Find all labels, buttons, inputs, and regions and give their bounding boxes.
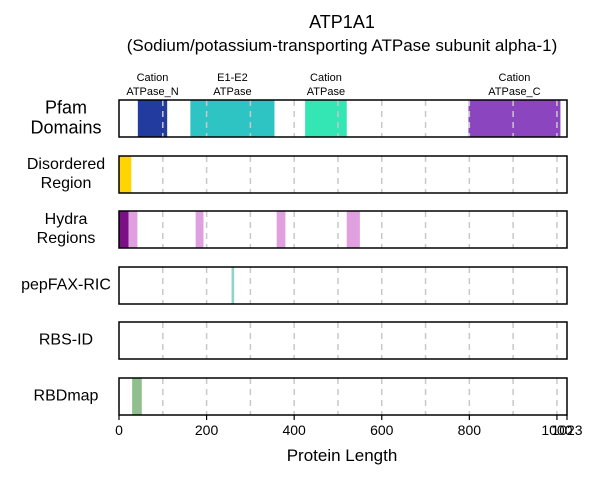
track-label: Regions	[37, 230, 96, 247]
track-frame	[118, 266, 568, 305]
domain-label: Cation	[499, 72, 531, 84]
segment-0-1	[190, 100, 275, 137]
track-3: pepFAX-RIC	[21, 266, 568, 305]
track-label: Domains	[30, 117, 101, 137]
x-tick-label: 0	[115, 422, 123, 438]
segment-2-3	[276, 211, 286, 248]
domain-label: Cation	[310, 72, 342, 84]
track-label: RBS-ID	[39, 332, 93, 349]
segment-0-3	[468, 100, 561, 137]
segment-2-1	[128, 211, 138, 248]
segment-0-2	[305, 100, 347, 137]
x-tick-label: 1000	[541, 422, 572, 438]
track-label: RBDmap	[34, 388, 99, 405]
track-5: RBDmap	[34, 377, 568, 416]
domain-label: ATPase_N	[126, 86, 178, 98]
segment-2-4	[346, 211, 360, 248]
track-frame	[118, 99, 568, 138]
x-tick-label: 200	[195, 422, 219, 438]
segment-0-0	[137, 100, 168, 137]
track-label: Region	[41, 175, 92, 192]
x-axis-label: Protein Length	[287, 446, 398, 465]
x-tick-label: 600	[370, 422, 394, 438]
domain-label: E1-E2	[217, 72, 248, 84]
segment-2-0	[119, 211, 129, 248]
track-4: RBS-ID	[39, 321, 568, 360]
track-frame	[118, 210, 568, 249]
track-frame	[118, 321, 568, 360]
track-frame	[118, 377, 568, 416]
track-frame	[118, 155, 568, 194]
segment-1-0	[119, 156, 132, 193]
domain-label: Cation	[137, 72, 169, 84]
segment-5-0	[132, 378, 142, 415]
x-tick-label: 800	[458, 422, 482, 438]
chart-title: ATP1A1	[309, 12, 375, 32]
segment-2-2	[195, 211, 204, 248]
segment-3-0	[231, 267, 235, 304]
track-label: Pfam	[45, 97, 87, 117]
chart-subtitle: (Sodium/potassium-transporting ATPase su…	[127, 36, 558, 55]
track-1: Disordered Region	[27, 155, 568, 194]
x-tick-label: 400	[282, 422, 306, 438]
track-label: Disordered	[27, 156, 105, 173]
domain-label: ATPase	[307, 86, 345, 98]
x-tick-label: 1023	[551, 422, 582, 438]
track-label: pepFAX-RIC	[21, 277, 111, 294]
track-2: Hydra Regions	[37, 210, 568, 249]
domain-label: ATPase	[213, 86, 251, 98]
track-label: Hydra	[45, 211, 88, 228]
domain-label: ATPase_C	[488, 86, 540, 98]
